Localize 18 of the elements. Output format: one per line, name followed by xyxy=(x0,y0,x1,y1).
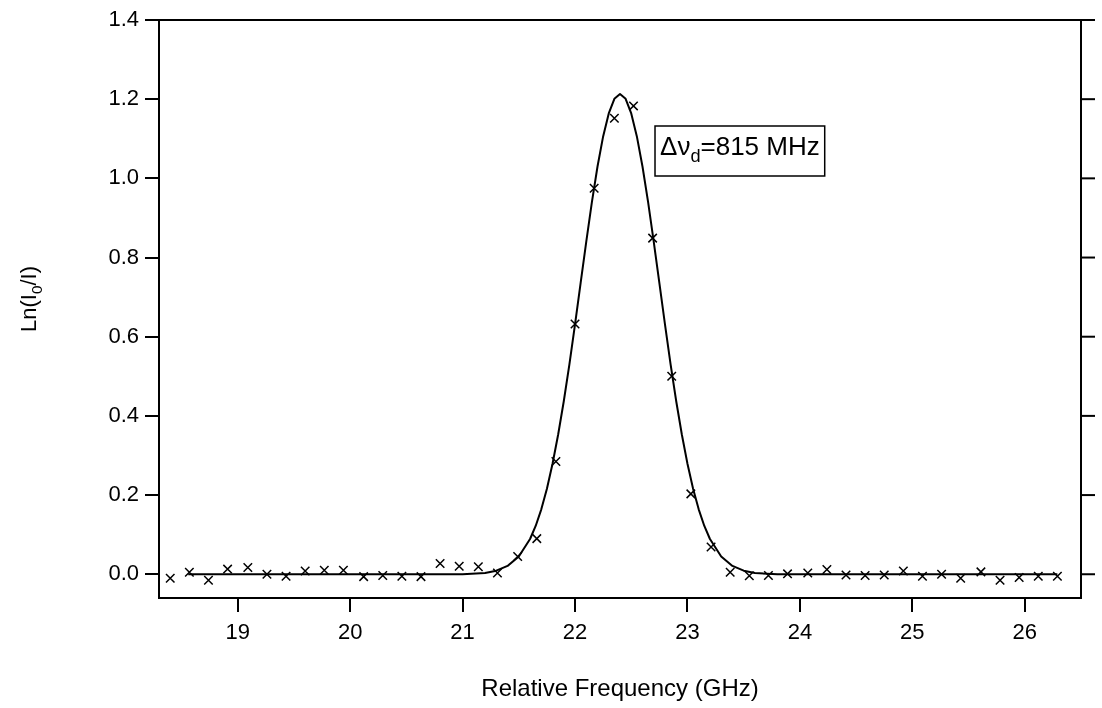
x-tick-label: 21 xyxy=(450,619,475,645)
x-tick-label: 25 xyxy=(900,619,925,645)
x-tick-label: 23 xyxy=(675,619,700,645)
y-tick-label: 1.4 xyxy=(108,6,139,32)
y-tick-label: 0.2 xyxy=(108,481,139,507)
x-axis-title: Relative Frequency (GHz) xyxy=(481,674,759,702)
y-tick-label: 1.0 xyxy=(108,164,139,190)
y-tick-label: 0.4 xyxy=(108,401,139,427)
y-tick-label: 0.0 xyxy=(108,560,139,586)
x-tick-label: 22 xyxy=(562,619,588,645)
x-tick-label: 19 xyxy=(225,619,250,645)
y-tick-label: 0.8 xyxy=(108,243,139,269)
y-tick-label: 1.2 xyxy=(108,85,139,111)
x-tick-label: 26 xyxy=(1012,619,1038,645)
y-axis-title: Ln(I0/I) xyxy=(16,265,45,333)
x-tick-label: 24 xyxy=(787,619,813,645)
x-tick-label: 20 xyxy=(337,619,363,645)
y-tick-label: 0.6 xyxy=(108,322,139,348)
